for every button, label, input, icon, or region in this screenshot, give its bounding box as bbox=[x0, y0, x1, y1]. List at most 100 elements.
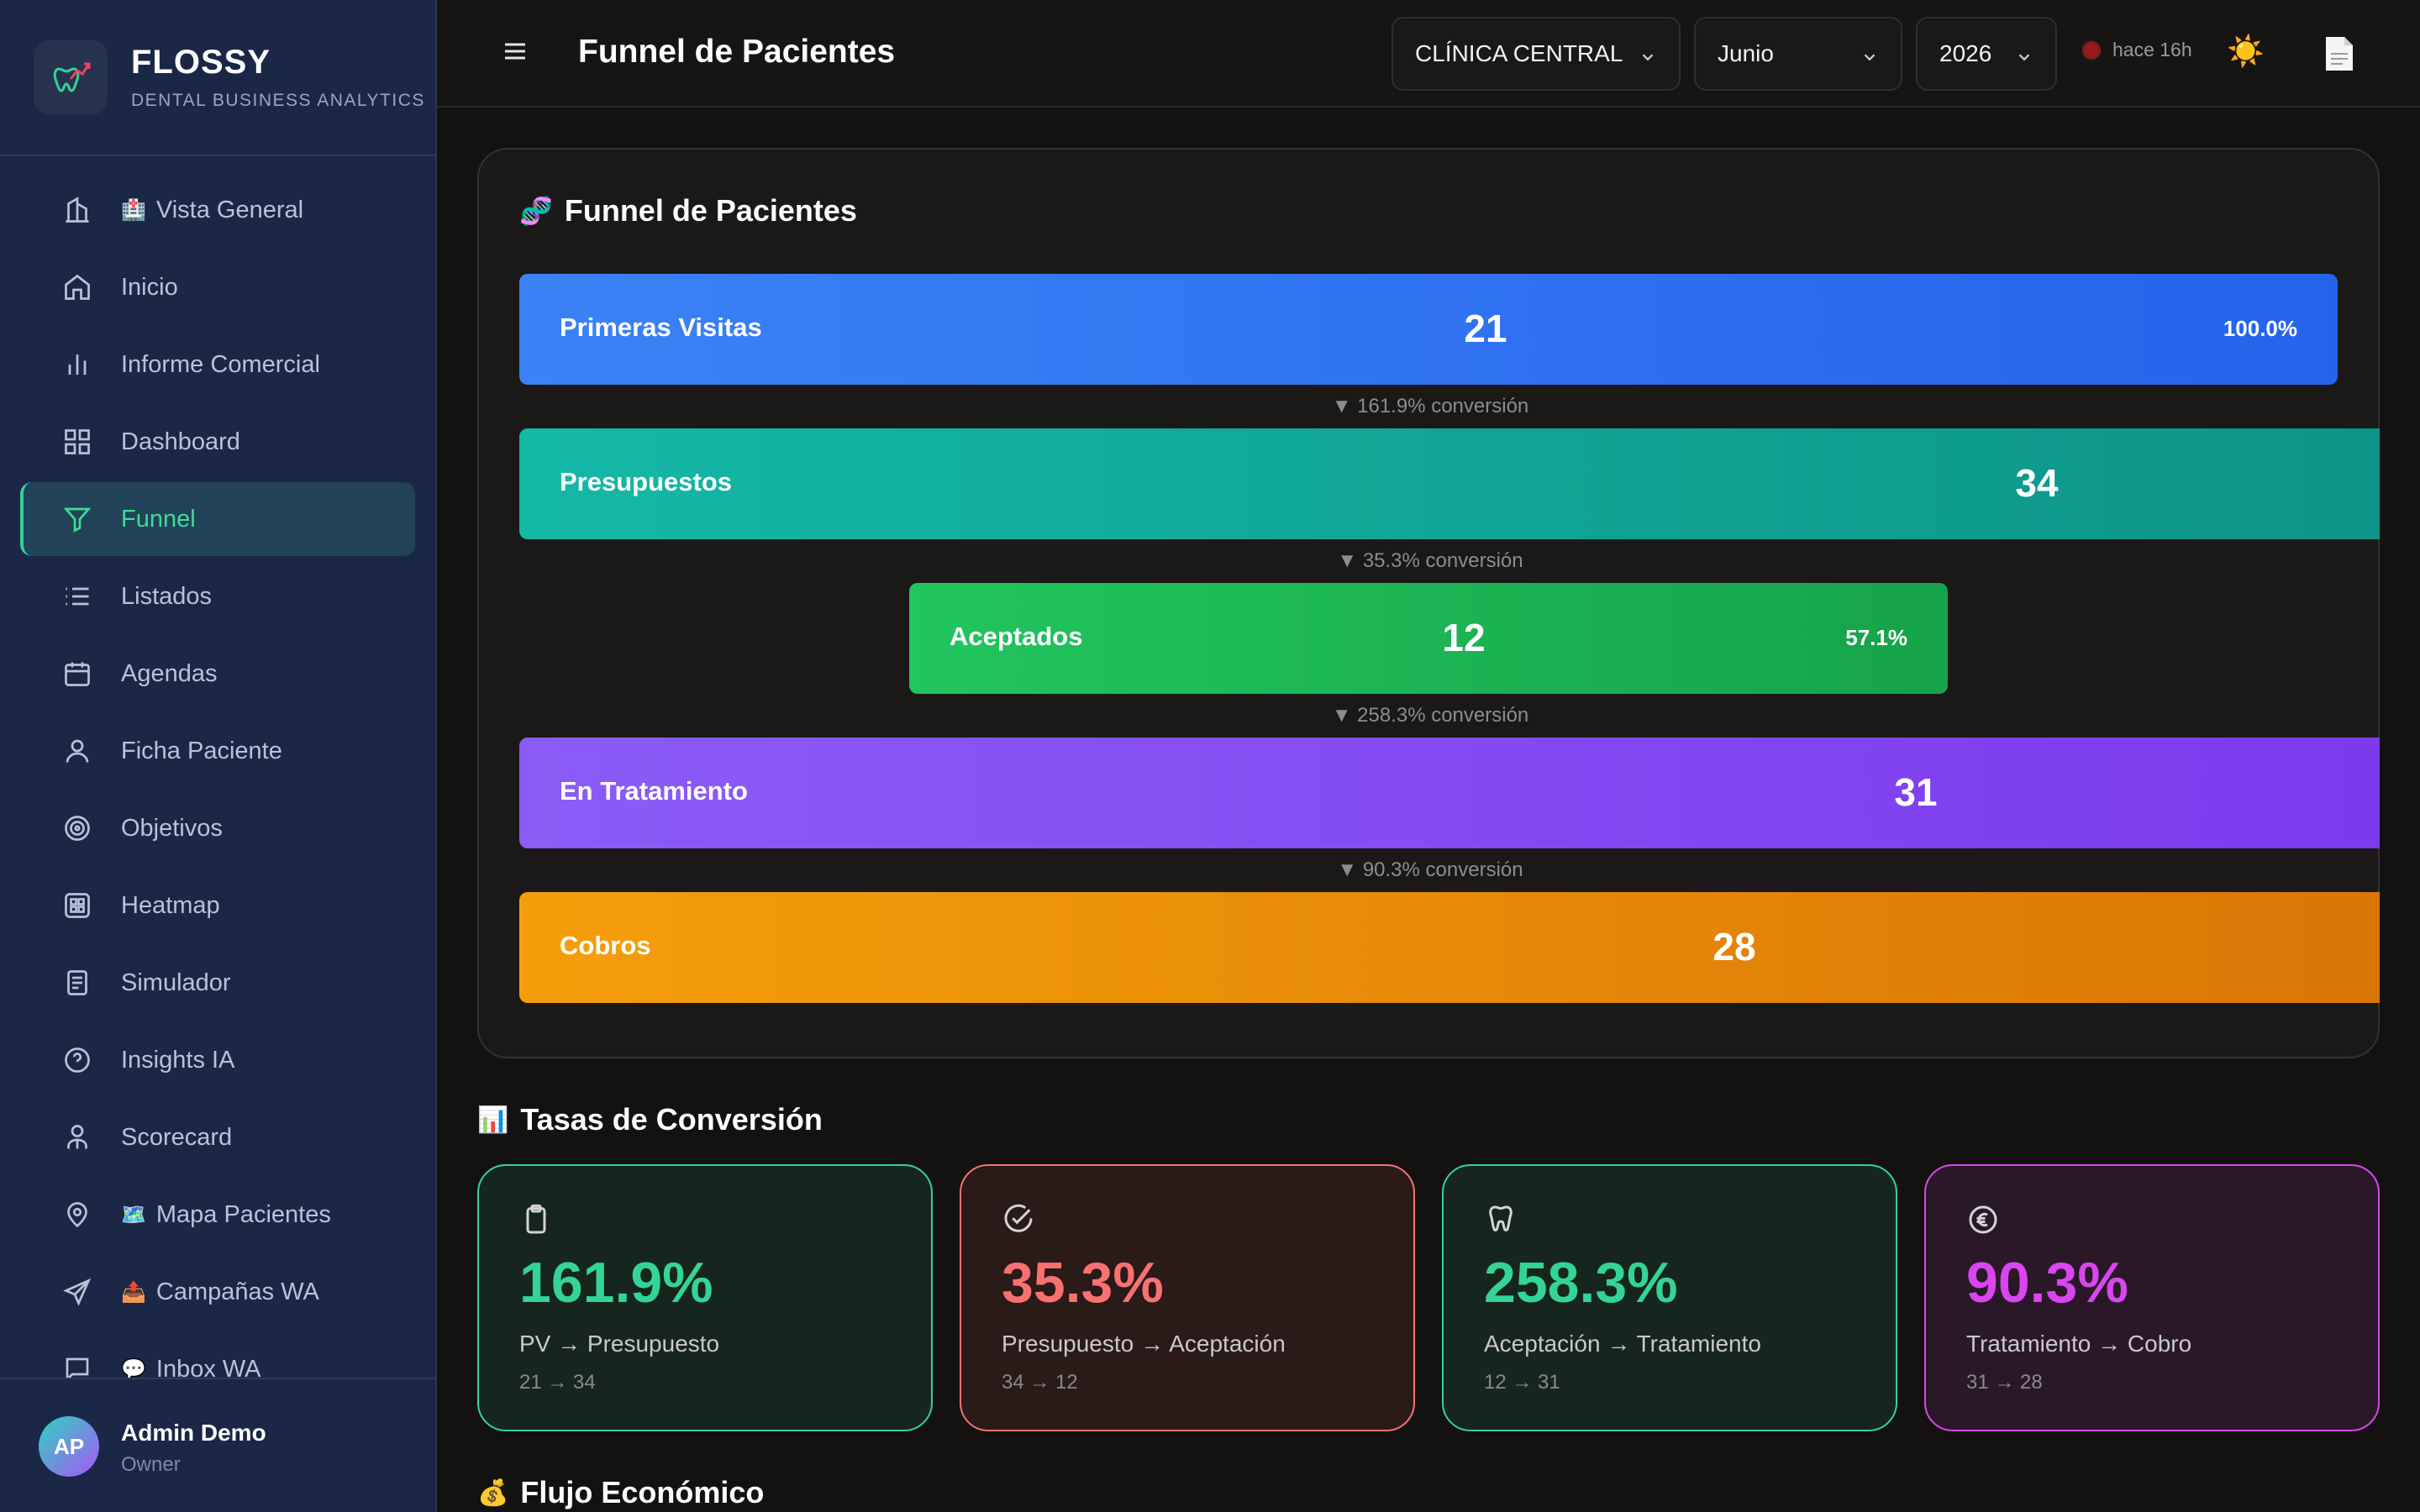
stage-percent: 100.0% bbox=[2223, 316, 2297, 341]
rate-value: 90.3% bbox=[1966, 1251, 2128, 1315]
chevron-down-icon bbox=[2015, 45, 2033, 72]
sidebar: FLOSSY DENTAL BUSINESS ANALYTICS 🏥 Vista… bbox=[0, 0, 437, 1512]
send-icon bbox=[59, 1273, 96, 1310]
sidebar-item-inicio[interactable]: Inicio bbox=[20, 250, 415, 324]
sidebar-item-ficha-paciente[interactable]: Ficha Paciente bbox=[20, 714, 415, 788]
grid-icon bbox=[59, 423, 96, 460]
map-emoji: 🗺️ bbox=[121, 1203, 146, 1226]
sidebar-item-label: Scorecard bbox=[121, 1123, 233, 1151]
calendar-icon bbox=[59, 655, 96, 692]
outbox-emoji: 📤 bbox=[121, 1280, 146, 1304]
stage-value: 21 bbox=[1464, 307, 1507, 350]
chevron-down-icon bbox=[1860, 45, 1879, 72]
funnel-stage-aceptados[interactable]: Aceptados 12 57.1% bbox=[909, 583, 1948, 694]
export-document-icon[interactable] bbox=[2323, 35, 2356, 76]
sidebar-item-campanas-wa[interactable]: 📤 Campañas WA bbox=[20, 1255, 415, 1329]
page-title: Funnel de Pacientes bbox=[578, 34, 896, 70]
rate-value: 161.9% bbox=[519, 1251, 713, 1315]
tooth-icon bbox=[1484, 1203, 1518, 1236]
avatar: AP bbox=[39, 1416, 99, 1477]
funnel-stage-en-tratamiento[interactable]: En Tratamiento 31 bbox=[519, 738, 2380, 848]
rate-card-presupuesto-aceptacion: 35.3% Presupuesto → Aceptación 34 → 12 bbox=[960, 1164, 1415, 1431]
target-icon bbox=[59, 810, 96, 847]
user-profile[interactable]: AP Admin Demo Owner bbox=[0, 1378, 435, 1512]
map-pin-icon bbox=[59, 1196, 96, 1233]
rates-section-title-text: Tasas de Conversión bbox=[520, 1102, 823, 1137]
brand: FLOSSY DENTAL BUSINESS ANALYTICS bbox=[0, 0, 435, 156]
sidebar-item-listados[interactable]: Listados bbox=[20, 559, 415, 633]
sidebar-item-vista-general[interactable]: 🏥 Vista General bbox=[20, 173, 415, 247]
stage-value: 31 bbox=[1894, 770, 1938, 814]
sidebar-item-funnel[interactable]: Funnel bbox=[20, 482, 415, 556]
rate-label: Tratamiento → Cobro bbox=[1966, 1331, 2192, 1357]
money-bag-emoji: 💰 bbox=[477, 1478, 509, 1507]
sidebar-item-agendas[interactable]: Agendas bbox=[20, 637, 415, 711]
funnel-stage-cobros[interactable]: Cobros 28 bbox=[519, 892, 2380, 1003]
sidebar-item-label: Vista General bbox=[155, 196, 304, 223]
conversion-label: ▼ 161.9% conversión bbox=[1331, 395, 1529, 417]
sync-status: hace 16h bbox=[2082, 39, 2192, 61]
rate-card-pv-presupuesto: 161.9% PV → Presupuesto 21 → 34 bbox=[477, 1164, 933, 1431]
funnel-card-title-text: Funnel de Pacientes bbox=[564, 193, 857, 228]
sidebar-item-insights-ia[interactable]: Insights IA bbox=[20, 1023, 415, 1097]
sidebar-item-label: Insights IA bbox=[121, 1046, 235, 1074]
month-select[interactable]: Junio bbox=[1694, 17, 1902, 91]
chat-icon bbox=[59, 1351, 96, 1388]
building-icon bbox=[59, 192, 96, 228]
economic-section-title-text: Flujo Económico bbox=[520, 1475, 765, 1509]
year-select-value: 2026 bbox=[1939, 40, 1992, 66]
brand-subtitle: DENTAL BUSINESS ANALYTICS bbox=[131, 91, 425, 110]
rate-label: Presupuesto → Aceptación bbox=[1002, 1331, 1286, 1357]
sidebar-item-label: Funnel bbox=[121, 505, 196, 533]
stage-value: 28 bbox=[1712, 925, 1756, 969]
rate-detail: 12 → 31 bbox=[1484, 1371, 1560, 1394]
euro-icon bbox=[1966, 1203, 2000, 1236]
stage-label: En Tratamiento bbox=[560, 776, 748, 806]
rates-section-title: 📊 Tasas de Conversión bbox=[477, 1102, 823, 1137]
sidebar-item-label: Inicio bbox=[121, 273, 178, 301]
clinic-select-value: CLÍNICA CENTRAL bbox=[1415, 40, 1623, 66]
help-circle-icon bbox=[59, 1042, 96, 1079]
sidebar-item-informe-comercial[interactable]: Informe Comercial bbox=[20, 328, 415, 402]
rate-detail: 31 → 28 bbox=[1966, 1371, 2043, 1394]
sidebar-item-objetivos[interactable]: Objetivos bbox=[20, 791, 415, 865]
sidebar-item-label: Mapa Pacientes bbox=[155, 1200, 331, 1228]
speech-emoji: 💬 bbox=[121, 1357, 146, 1381]
hospital-emoji: 🏥 bbox=[121, 198, 146, 222]
hamburger-menu-icon[interactable] bbox=[502, 39, 528, 64]
sidebar-item-label: Objetivos bbox=[121, 814, 223, 842]
funnel-stage-primeras-visitas[interactable]: Primeras Visitas 21 100.0% bbox=[519, 274, 2338, 385]
stage-label: Aceptados bbox=[950, 622, 1083, 651]
sidebar-item-mapa-pacientes[interactable]: 🗺️ Mapa Pacientes bbox=[20, 1178, 415, 1252]
chevron-down-icon bbox=[1639, 45, 1657, 72]
rate-value: 35.3% bbox=[1002, 1251, 1164, 1315]
sidebar-item-label: Agendas bbox=[121, 659, 218, 687]
dna-emoji: 🧬 bbox=[519, 196, 553, 226]
sidebar-item-simulador[interactable]: Simulador bbox=[20, 946, 415, 1020]
check-circle-icon bbox=[1002, 1203, 1035, 1236]
theme-toggle-sun-icon[interactable]: ☀️ bbox=[2227, 34, 2265, 68]
conversion-label: ▼ 258.3% conversión bbox=[1331, 704, 1529, 727]
year-select[interactable]: 2026 bbox=[1916, 17, 2057, 91]
sidebar-item-label: Informe Comercial bbox=[121, 350, 320, 378]
economic-section-title: 💰 Flujo Económico bbox=[477, 1475, 764, 1510]
status-dot-icon bbox=[2082, 40, 2101, 60]
rate-label: PV → Presupuesto bbox=[519, 1331, 720, 1357]
funnel-stage-presupuestos[interactable]: Presupuestos 34 bbox=[519, 428, 2380, 539]
sidebar-item-heatmap[interactable]: Heatmap bbox=[20, 869, 415, 942]
sidebar-item-label: Simulador bbox=[121, 969, 231, 996]
rate-label: Aceptación → Tratamiento bbox=[1484, 1331, 1761, 1357]
list-icon bbox=[59, 578, 96, 615]
bar-chart-emoji: 📊 bbox=[477, 1105, 509, 1134]
funnel-card: 🧬 Funnel de Pacientes Primeras Visitas 2… bbox=[477, 148, 2380, 1058]
clinic-select[interactable]: CLÍNICA CENTRAL bbox=[1392, 17, 1681, 91]
stage-label: Primeras Visitas bbox=[560, 312, 762, 342]
conversion-label: ▼ 35.3% conversión bbox=[1337, 549, 1523, 572]
funnel-card-title: 🧬 Funnel de Pacientes bbox=[519, 193, 857, 228]
sync-status-text: hace 16h bbox=[2112, 39, 2192, 60]
conversion-label: ▼ 90.3% conversión bbox=[1337, 858, 1523, 881]
top-header: Funnel de Pacientes CLÍNICA CENTRAL Juni… bbox=[437, 0, 2420, 108]
sidebar-item-dashboard[interactable]: Dashboard bbox=[20, 405, 415, 479]
bar-chart-icon bbox=[59, 346, 96, 383]
sidebar-item-scorecard[interactable]: Scorecard bbox=[20, 1100, 415, 1174]
